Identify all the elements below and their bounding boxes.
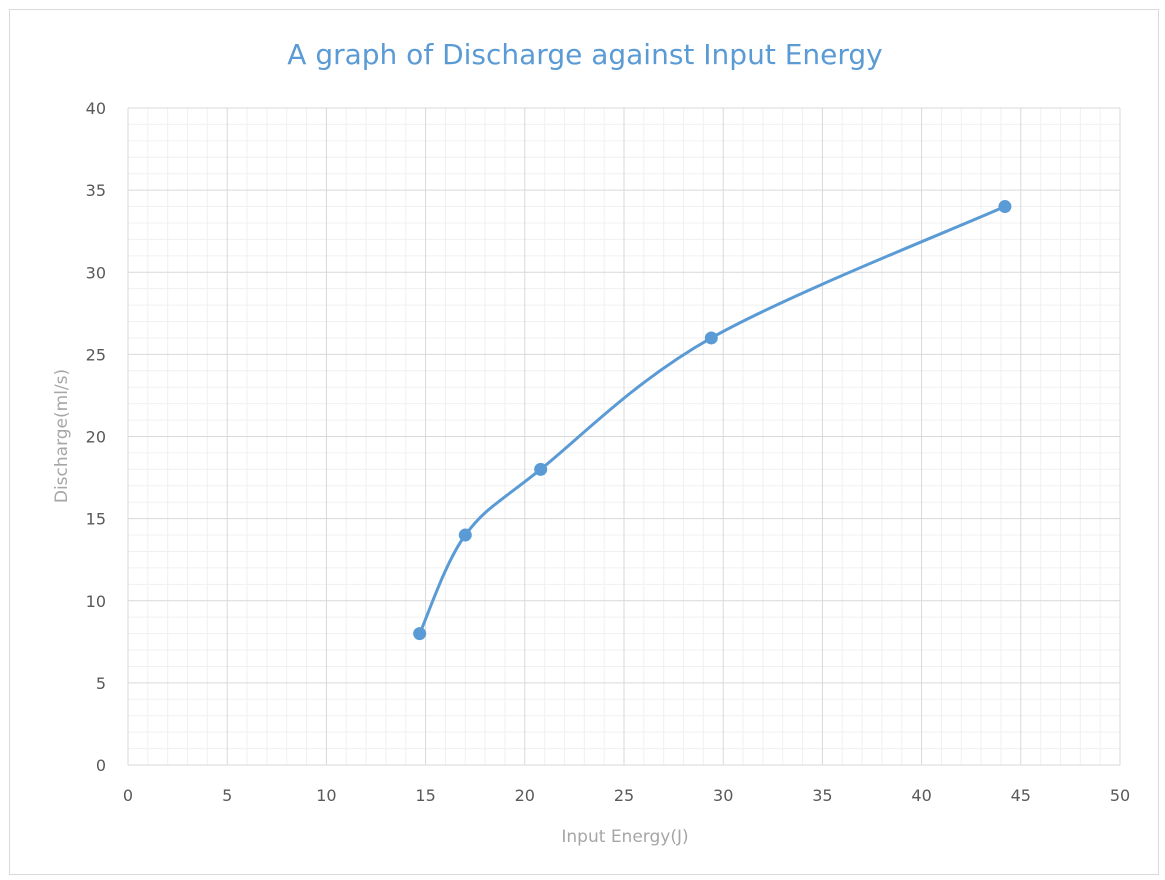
- y-tick-label: 25: [86, 345, 106, 364]
- y-tick-label: 20: [86, 428, 106, 447]
- y-tick-label: 5: [96, 674, 106, 693]
- x-tick-label: 35: [812, 786, 832, 805]
- data-point: [534, 462, 548, 476]
- y-tick-label: 10: [86, 592, 106, 611]
- x-tick-labels: 0 5 10 15 20 25 30 35 40 45 50: [123, 786, 1130, 805]
- x-tick-label: 50: [1110, 786, 1130, 805]
- x-axis-title: Input Energy(J): [561, 827, 688, 847]
- y-tick-label: 35: [86, 181, 106, 200]
- y-tick-label: 40: [86, 99, 106, 118]
- y-tick-label: 0: [96, 756, 106, 775]
- y-axis-title: Discharge(ml/s): [52, 369, 72, 503]
- series-layer: [413, 200, 1012, 641]
- x-tick-label: 20: [515, 786, 535, 805]
- series-line: [418, 205, 1007, 636]
- x-tick-label: 25: [614, 786, 634, 805]
- major-grid: [127, 107, 1121, 766]
- y-tick-labels: 0 5 10 15 20 25 30 35 40: [86, 99, 106, 775]
- x-tick-label: 40: [911, 786, 931, 805]
- x-tick-label: 30: [713, 786, 733, 805]
- data-point: [413, 627, 427, 641]
- data-point: [704, 331, 718, 345]
- x-tick-label: 15: [415, 786, 435, 805]
- data-point: [998, 200, 1012, 214]
- x-tick-label: 45: [1011, 786, 1031, 805]
- x-tick-label: 10: [316, 786, 336, 805]
- x-tick-label: 0: [123, 786, 133, 805]
- y-tick-label: 15: [86, 510, 106, 529]
- data-point: [458, 528, 472, 542]
- y-tick-label: 30: [86, 263, 106, 282]
- chart-title: A graph of Discharge against Input Energ…: [287, 38, 882, 71]
- x-tick-label: 5: [222, 786, 232, 805]
